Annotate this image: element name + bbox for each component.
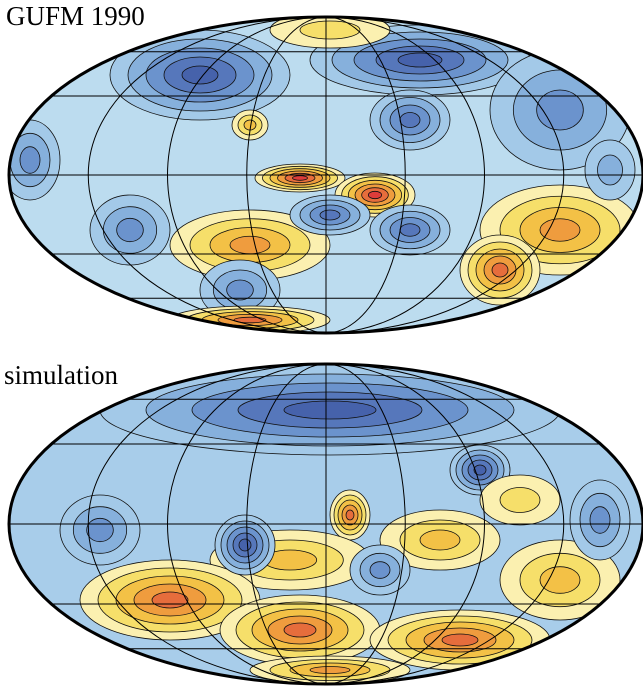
contour bbox=[540, 567, 580, 594]
figure: GUFM 1990 simulation bbox=[0, 0, 643, 686]
contour bbox=[500, 488, 540, 513]
contour bbox=[400, 113, 420, 128]
panel-label: simulation bbox=[4, 360, 118, 390]
contour bbox=[87, 518, 114, 541]
contour bbox=[310, 667, 350, 674]
contour bbox=[400, 224, 420, 237]
contour bbox=[300, 21, 360, 39]
contour bbox=[284, 401, 376, 419]
contour bbox=[370, 562, 390, 579]
contour bbox=[293, 176, 308, 181]
contour bbox=[346, 510, 354, 520]
contour bbox=[590, 507, 610, 534]
contour bbox=[442, 634, 478, 646]
contour bbox=[368, 191, 381, 198]
panel-label: GUFM 1990 bbox=[6, 1, 145, 31]
contour bbox=[239, 539, 251, 551]
contour bbox=[230, 236, 270, 254]
contour bbox=[117, 218, 144, 241]
contour bbox=[474, 465, 486, 475]
contour bbox=[20, 147, 40, 174]
contour bbox=[598, 155, 623, 185]
contour bbox=[492, 263, 508, 277]
contour bbox=[152, 592, 188, 608]
contour bbox=[284, 623, 316, 637]
contour bbox=[320, 210, 340, 220]
contour bbox=[227, 280, 254, 300]
contour bbox=[420, 530, 460, 550]
contour bbox=[540, 219, 580, 242]
contour bbox=[182, 66, 218, 84]
